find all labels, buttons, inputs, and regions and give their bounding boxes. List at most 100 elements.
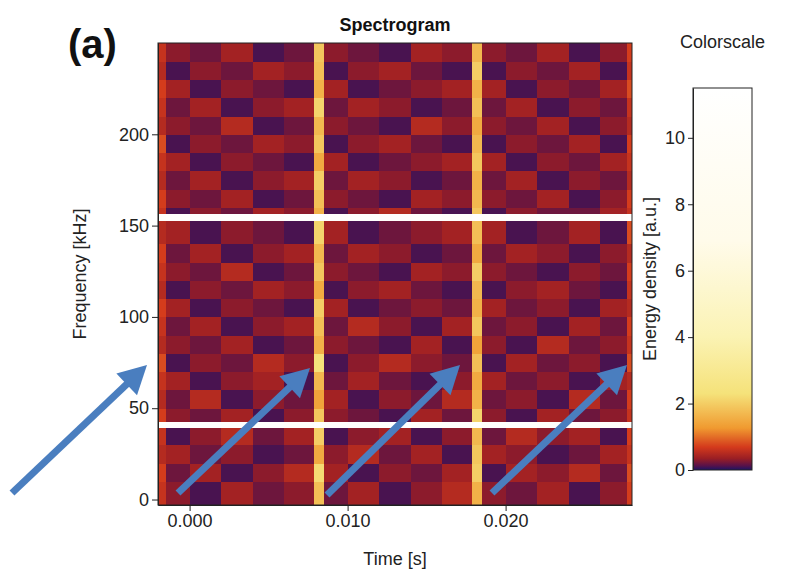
- cell: [442, 280, 473, 299]
- cell: [411, 299, 443, 318]
- cell: [324, 207, 348, 214]
- cell: [506, 427, 538, 445]
- cell: [166, 116, 190, 135]
- cell: [158, 335, 166, 354]
- cell: [348, 353, 380, 372]
- x-tick: 0.020: [484, 505, 529, 531]
- cell: [284, 280, 315, 299]
- cell: [379, 207, 411, 214]
- cell: [442, 445, 473, 464]
- cell: [348, 421, 380, 428]
- cell: [569, 262, 601, 281]
- cell: [627, 61, 632, 80]
- cell: [348, 43, 380, 62]
- cell: [158, 61, 166, 80]
- cell: [472, 244, 482, 263]
- cell: [324, 408, 348, 421]
- cell: [253, 61, 285, 80]
- cell: [253, 98, 285, 117]
- cell: [221, 98, 253, 117]
- colorbar-tick-mark: [688, 337, 693, 338]
- y-tick-label: 100: [119, 307, 149, 327]
- cell: [314, 421, 324, 428]
- cell: [158, 244, 166, 263]
- colorbar: [693, 88, 752, 470]
- colorbar-axis-line: [693, 89, 694, 471]
- cell: [569, 153, 601, 172]
- cell: [411, 244, 443, 263]
- cell: [348, 189, 380, 208]
- y-axis-title: Frequency [kHz]: [70, 208, 90, 339]
- cell: [472, 98, 482, 117]
- cell: [506, 280, 538, 299]
- cell: [472, 262, 482, 281]
- cell: [324, 445, 348, 464]
- plot-frame: [158, 43, 632, 505]
- cell: [348, 134, 380, 153]
- cell: [284, 317, 315, 336]
- cell: [537, 134, 569, 153]
- cell: [506, 262, 538, 281]
- cell: [348, 372, 380, 391]
- cell: [627, 244, 632, 263]
- cell: [569, 220, 601, 244]
- cell: [569, 189, 601, 208]
- cell: [537, 214, 569, 221]
- cell: [472, 214, 482, 221]
- x-tick-label: 0.020: [484, 511, 529, 531]
- cell: [411, 280, 443, 299]
- cell: [166, 372, 190, 391]
- cell: [442, 317, 473, 336]
- cell: [324, 427, 348, 445]
- cell: [379, 153, 411, 172]
- colorbar-tick-mark: [688, 404, 693, 405]
- cell: [324, 116, 348, 135]
- cell: [537, 207, 569, 214]
- cell: [627, 427, 632, 445]
- cell: [221, 262, 253, 281]
- cell: [411, 171, 443, 190]
- cell: [506, 189, 538, 208]
- cell: [253, 171, 285, 190]
- cell: [472, 335, 482, 354]
- cell: [284, 98, 315, 117]
- cell: [482, 116, 506, 135]
- cell: [442, 335, 473, 354]
- cell: [482, 134, 506, 153]
- cell: [314, 244, 324, 263]
- arrows: [12, 365, 627, 495]
- cell: [166, 463, 190, 482]
- cell: [158, 214, 166, 221]
- cell: [442, 171, 473, 190]
- cell: [190, 427, 222, 445]
- cell: [324, 98, 348, 117]
- cell: [324, 80, 348, 99]
- cell: [627, 43, 632, 62]
- cell: [569, 372, 601, 391]
- cell: [166, 214, 190, 221]
- cell: [627, 98, 632, 117]
- cell: [442, 244, 473, 263]
- cell: [190, 43, 222, 62]
- cell: [600, 317, 627, 336]
- cell: [158, 463, 166, 482]
- cell: [314, 299, 324, 318]
- colorbar-tick-label: 4: [675, 327, 685, 347]
- cell: [442, 80, 473, 99]
- cell: [627, 408, 632, 421]
- cell: [314, 390, 324, 409]
- x-axis: 0.0000.0100.020: [159, 505, 633, 531]
- cell: [482, 207, 506, 214]
- cell: [442, 463, 473, 482]
- y-tick: 150: [119, 216, 158, 236]
- colorbar-tick: 8: [675, 195, 693, 215]
- cell: [253, 427, 285, 445]
- cell: [506, 116, 538, 135]
- cell: [166, 427, 190, 445]
- cell: [158, 116, 166, 135]
- cell: [348, 244, 380, 263]
- cell: [284, 207, 315, 214]
- cell: [221, 390, 253, 409]
- cell: [158, 445, 166, 464]
- colorbar-tick-mark: [688, 470, 693, 471]
